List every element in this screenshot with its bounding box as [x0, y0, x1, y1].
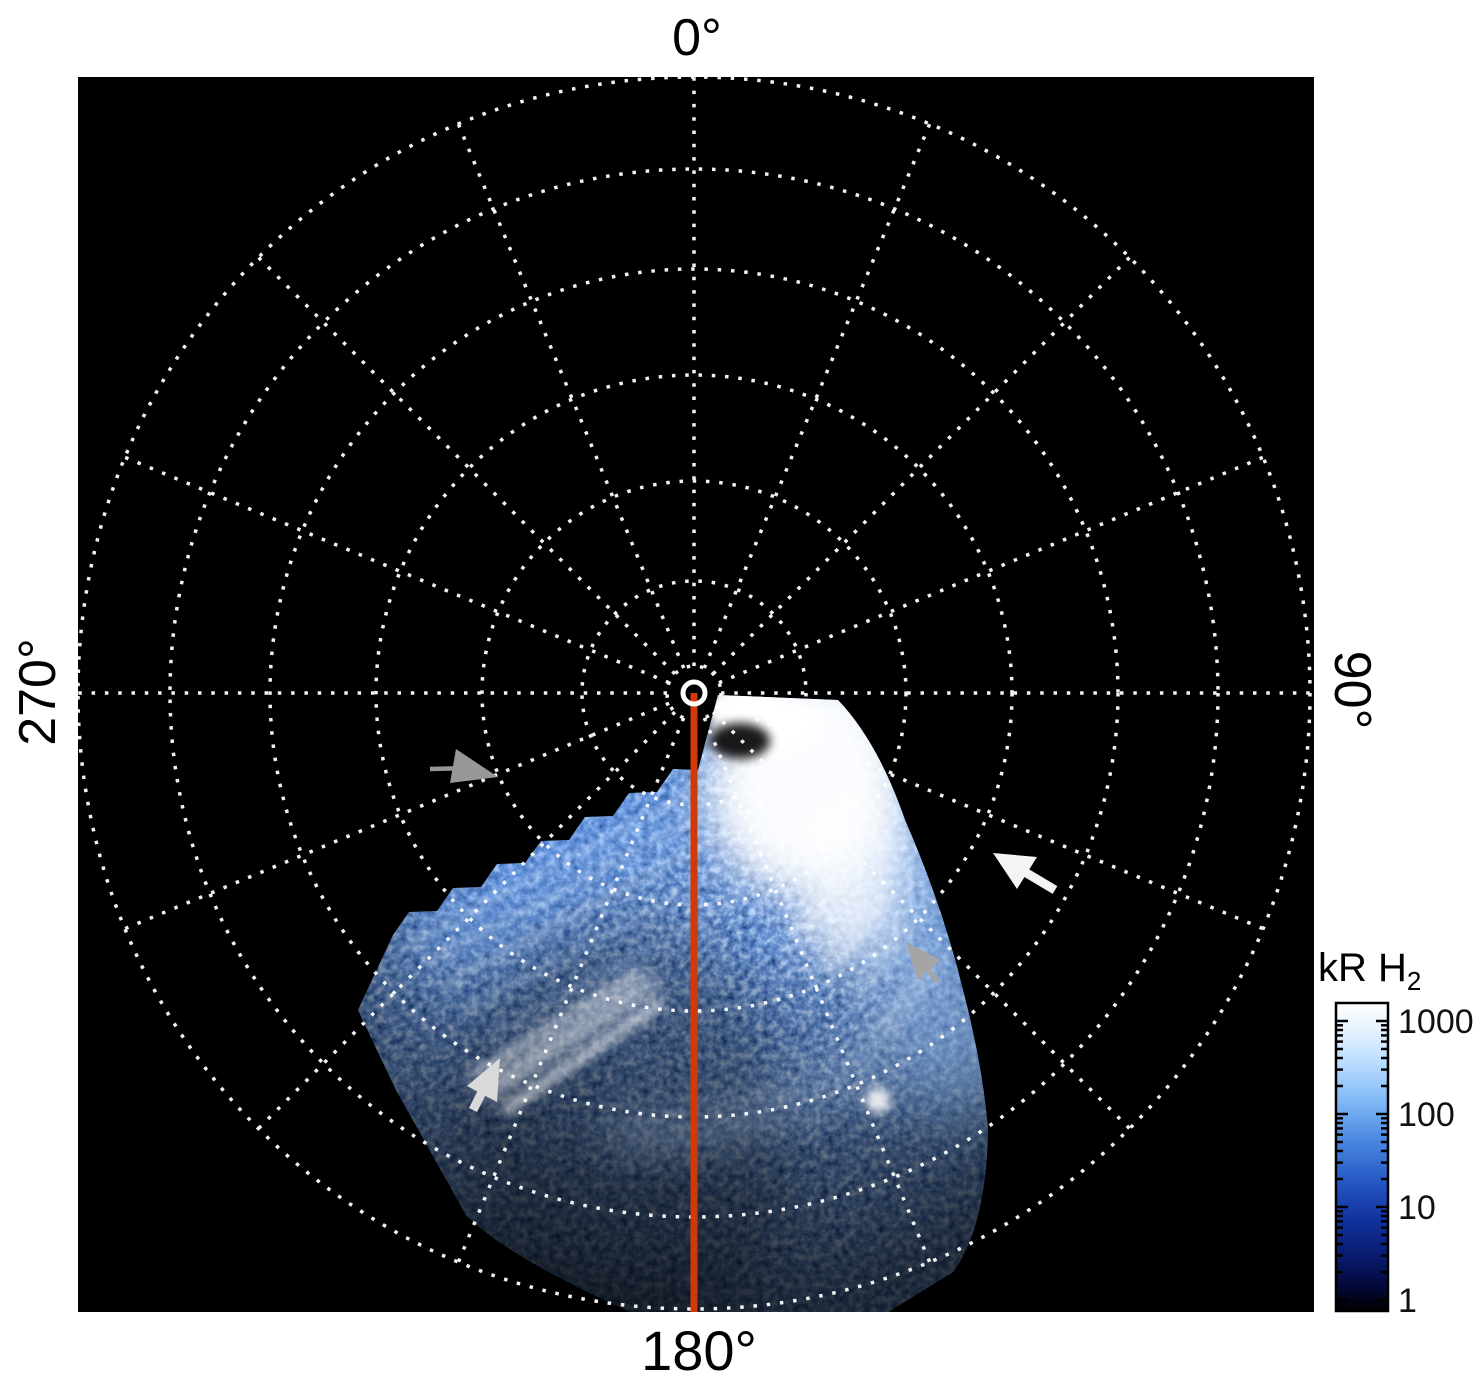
gray-arrow-upper-left	[429, 749, 498, 783]
gray-arrow-on-aurora	[906, 942, 941, 984]
pole-center-ring	[680, 679, 708, 707]
angle-label-180: 180°	[641, 1319, 757, 1382]
white-arrow-lower-left	[467, 1058, 500, 1113]
colorbar-tick-1: 1	[1398, 1282, 1417, 1320]
angle-label-0: 0°	[672, 9, 722, 67]
plot-area	[78, 77, 1314, 1312]
colorbar-tick-1000: 1000	[1398, 1003, 1474, 1041]
angle-label-270: 270°	[9, 638, 67, 746]
angle-label-90: 90°	[1323, 650, 1381, 730]
colorbar-title-subscript: 2	[1406, 966, 1422, 996]
colorbar-tick-100: 100	[1398, 1096, 1455, 1134]
colorbar: 1000 100 10 1	[1334, 1001, 1474, 1320]
polar-plot-svg	[78, 77, 1314, 1312]
colorbar-title: kR H2	[1318, 946, 1422, 996]
white-arrow-right	[993, 853, 1058, 894]
colorbar-ticks	[1336, 1019, 1388, 1302]
colorbar-tick-10: 10	[1398, 1189, 1436, 1227]
colorbar-gradient	[1334, 1001, 1390, 1313]
polar-grid	[78, 77, 1312, 1311]
